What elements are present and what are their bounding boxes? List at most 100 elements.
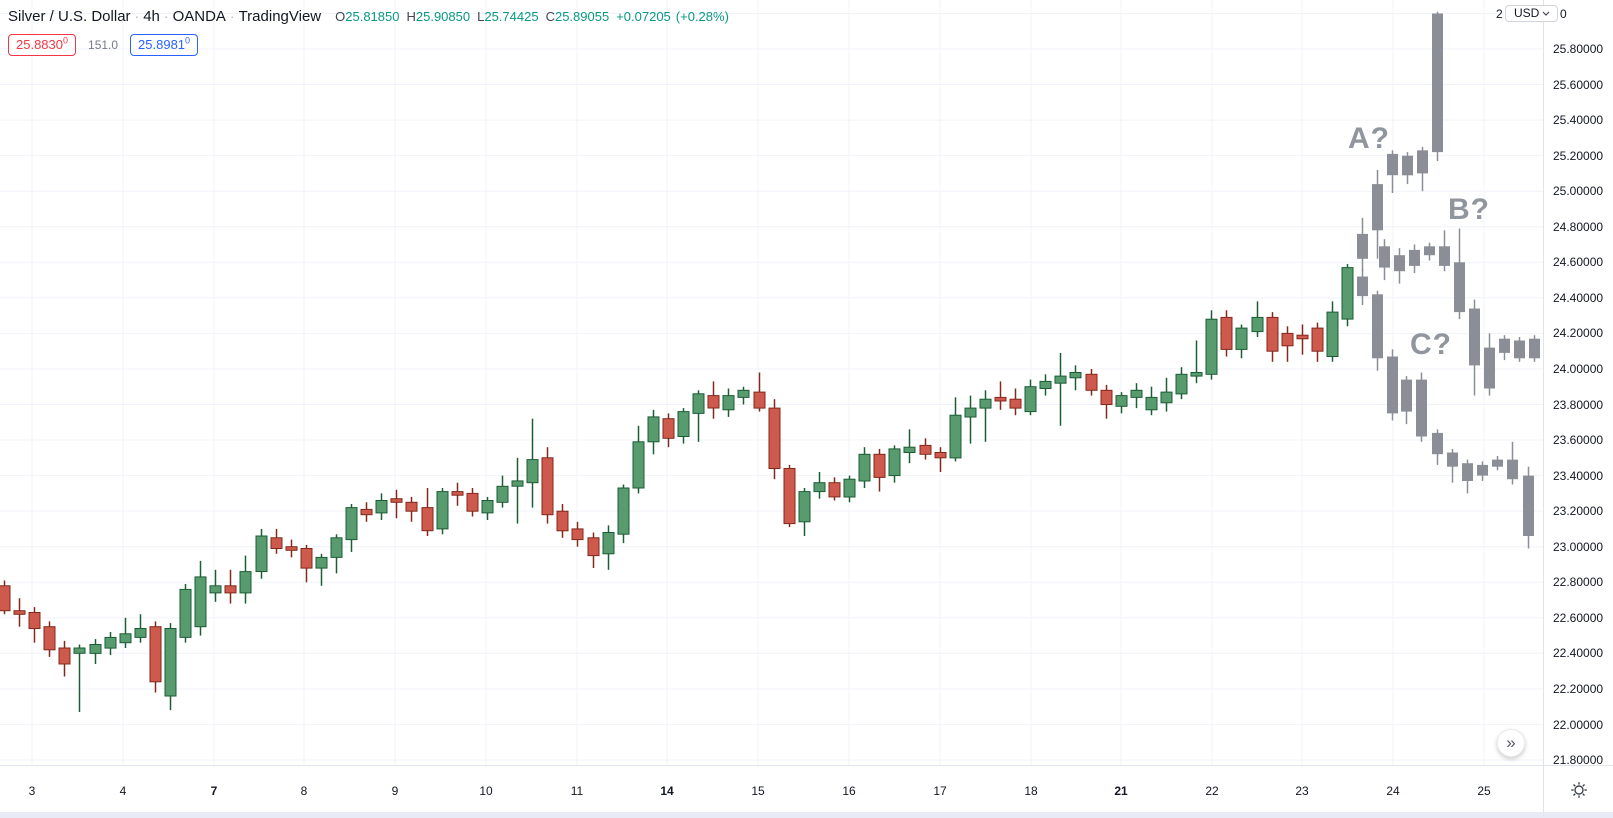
ask-price: 25.8981 [138, 37, 186, 52]
separator-dot: · [134, 8, 140, 24]
candle-body [13, 610, 26, 615]
time-tick-label: 14 [660, 784, 674, 798]
candle-body [1205, 318, 1218, 375]
scroll-to-realtime-button[interactable]: » [1497, 729, 1525, 757]
price-axis[interactable]: 2 USD 0 25.80000 25.60000 25.40000 25.20000… [1496, 0, 1613, 812]
candle-body [858, 453, 871, 482]
candle-body [1175, 373, 1188, 395]
projection-candle-body [1432, 13, 1443, 153]
candle-body [194, 576, 207, 628]
time-tick-label: 16 [842, 784, 856, 798]
candle-body [1130, 389, 1143, 398]
separator-dot: · [163, 8, 169, 24]
projection-candle-body [1523, 475, 1534, 536]
candle-body [722, 395, 735, 411]
ask-price-superscript: 0 [185, 35, 191, 46]
candle-body [1145, 396, 1158, 411]
candle-body [104, 636, 117, 649]
time-tick-label: 9 [391, 784, 399, 798]
projection-candle-body [1477, 464, 1488, 476]
projection-candle-body [1462, 463, 1473, 481]
projection-candle-body [1492, 459, 1503, 467]
candle-body [526, 459, 539, 484]
bid-price-box[interactable]: 25.88300 [8, 34, 77, 56]
candle-body [179, 588, 192, 638]
candle-body [873, 453, 886, 478]
close-value: 25.89055 [554, 9, 610, 24]
candle-body [345, 507, 358, 541]
candle-body [451, 491, 464, 496]
projection-candle-body [1372, 294, 1383, 359]
low-value: 25.74425 [484, 9, 539, 24]
candle-body [58, 647, 71, 665]
projection-candle-body [1357, 276, 1368, 297]
candle-body [390, 498, 403, 503]
time-tick-label: 3 [28, 784, 36, 798]
projection-candle-body [1409, 249, 1420, 266]
candle-body [1235, 327, 1248, 350]
wave-label-a[interactable]: A? [1348, 122, 1390, 155]
candle-body [239, 571, 252, 594]
candle-body [798, 491, 811, 523]
candle-body [405, 501, 418, 512]
currency-dropdown-button[interactable]: USD [1505, 5, 1559, 22]
wave-label-b[interactable]: B? [1448, 193, 1490, 226]
candle-body [677, 411, 690, 438]
price-tick-label: 24.00000 [1553, 362, 1604, 376]
timeframe-label[interactable]: 4h [143, 8, 160, 25]
ask-price-box[interactable]: 25.89810 [130, 34, 199, 56]
candlestick-chart[interactable] [0, 0, 1543, 765]
candle-body [1220, 316, 1233, 350]
platform-label[interactable]: TradingView [238, 8, 322, 25]
time-tick-label: 8 [300, 784, 308, 798]
candle-body [813, 482, 826, 493]
time-tick-label: 22 [1205, 784, 1219, 798]
time-tick-label: 7 [210, 784, 218, 798]
candle-body [89, 644, 102, 654]
time-tick-label: 23 [1295, 784, 1309, 798]
candle-body [949, 414, 962, 459]
candle-body [270, 537, 283, 549]
top-price-partial-left: 2 [1496, 7, 1503, 21]
candle-body [843, 478, 856, 498]
axis-settings-corner[interactable] [1543, 765, 1613, 813]
spread-value: 151.0 [88, 38, 119, 52]
wave-label-c[interactable]: C? [1410, 328, 1452, 361]
time-tick-label: 11 [570, 784, 584, 798]
change-value: +0.07205 [616, 9, 671, 24]
price-tick-label: 22.20000 [1553, 681, 1604, 696]
projection-candle-body [1484, 347, 1495, 389]
price-tick-label: 24.20000 [1553, 326, 1604, 341]
candle-body [617, 487, 630, 535]
candle-body [119, 633, 132, 644]
candle-body [1266, 316, 1279, 352]
projection-candle-body [1439, 246, 1450, 266]
candle-body [315, 556, 328, 569]
candle-body [934, 452, 947, 459]
candle-body [632, 441, 645, 489]
price-tick-label: 22.80000 [1553, 575, 1604, 590]
candle-body [496, 485, 509, 503]
chart-plot-area[interactable]: Silver / U.S. Dollar · 4h · OANDA · TradingVie… [0, 0, 1543, 765]
price-tick-label: 21.80000 [1553, 753, 1604, 767]
candle-body [692, 393, 705, 414]
projection-candle-body [1507, 459, 1518, 480]
projection-candle-body [1454, 262, 1465, 313]
exchange-label[interactable]: OANDA [172, 8, 226, 25]
candle-body [768, 407, 781, 470]
candle-body [330, 537, 343, 558]
candle-body [1069, 372, 1082, 379]
projection-candle-body [1469, 308, 1480, 366]
price-tick-label: 23.80000 [1553, 397, 1604, 412]
candle-body [375, 500, 388, 514]
candle-body [737, 389, 750, 398]
time-axis[interactable]: 3 4 7 8 9 10 11 14 15 16 17 18 21 22 23 24 25 [0, 765, 1543, 813]
projection-candle-body [1401, 379, 1412, 412]
symbol-name[interactable]: Silver / U.S. Dollar [8, 8, 131, 25]
candle-body [1326, 311, 1339, 358]
time-tick-label: 17 [933, 784, 947, 798]
candle-body [1039, 380, 1052, 389]
price-tick-label: 25.20000 [1553, 148, 1604, 163]
candle-body [511, 480, 524, 487]
